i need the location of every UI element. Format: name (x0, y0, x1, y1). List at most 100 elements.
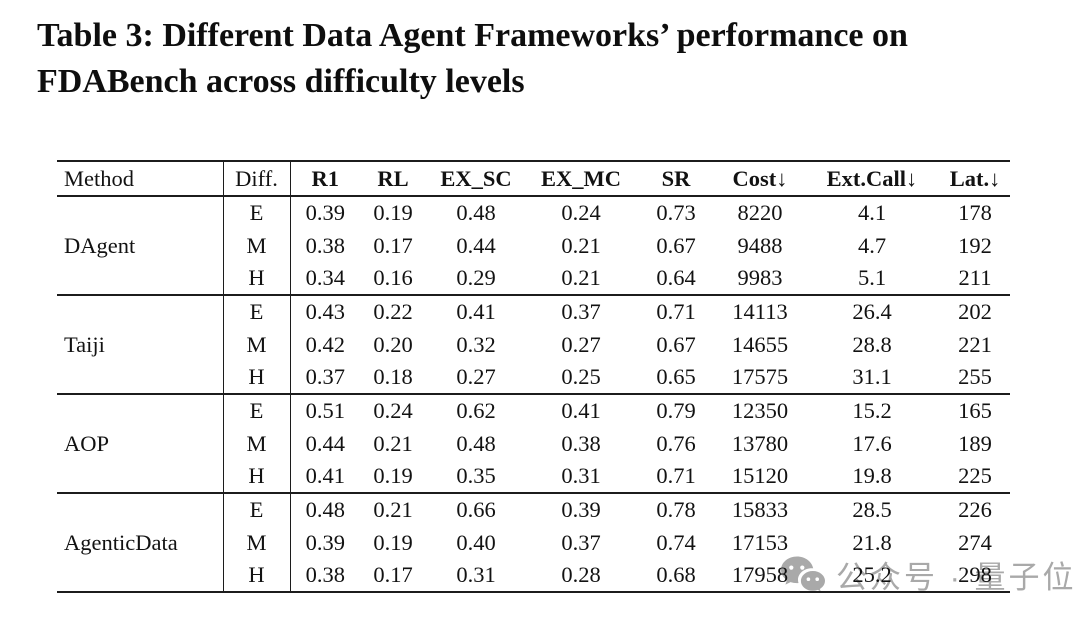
value-cell: 0.71 (656, 299, 696, 324)
value-cell: 8220 (737, 200, 783, 225)
value-cell: 0.39 (305, 200, 345, 225)
value-cell: 0.40 (456, 529, 496, 555)
value-cell: 0.19 (360, 460, 426, 494)
value-cell: 31.1 (804, 361, 940, 395)
table-caption-line1: Table 3: Different Data Agent Frameworks… (37, 17, 908, 54)
difficulty-cell: H (223, 559, 291, 593)
value-cell: 0.65 (636, 361, 716, 395)
value-cell: 0.31 (526, 460, 636, 494)
value-cell: 5.1 (804, 262, 940, 296)
value-cell: 0.35 (426, 460, 526, 494)
value-cell: 221 (958, 331, 992, 357)
header-row: Method Diff. R1 RL EX_SC EX_MC SR Cost↓ … (57, 160, 1010, 197)
difficulty-cell: M (223, 229, 291, 262)
value-cell: 0.41 (561, 398, 601, 423)
value-cell: 0.21 (373, 497, 413, 522)
table-row: H 0.38 0.17 0.31 0.28 0.68 17958 25.2 298 (57, 559, 1010, 593)
table-caption-line2: FDABench across difficulty levels (37, 63, 525, 100)
method-group: AgenticData E 0.48 0.21 0.66 0.39 0.78 15833 28.… (57, 493, 1010, 593)
value-cell: 0.67 (656, 232, 696, 258)
value-cell: 0.21 (561, 232, 601, 258)
value-cell: 0.48 (305, 497, 345, 522)
table-row: M 0.42 0.20 0.32 0.27 0.67 14655 28.8 221 (57, 328, 1010, 361)
value-cell: 225 (940, 460, 1010, 494)
value-cell: 4.7 (857, 232, 887, 258)
value-cell: 0.22 (373, 299, 413, 324)
table-row: DAgent E 0.39 0.19 0.48 0.24 0.73 8220 4.1 178 (57, 196, 1010, 295)
header-method: Method (57, 160, 224, 197)
table-row: M 0.44 0.21 0.48 0.38 0.76 13780 17.6 189 (57, 427, 1010, 460)
value-cell: 0.18 (360, 361, 426, 395)
value-cell: 0.37 (561, 299, 601, 324)
value-cell: 0.20 (373, 331, 413, 357)
value-cell: 274 (958, 529, 992, 555)
value-cell: 9983 (716, 262, 804, 296)
difficulty-cell: M (223, 427, 291, 460)
value-cell: 0.21 (373, 430, 413, 456)
value-cell: 0.73 (656, 200, 696, 225)
value-cell: 0.32 (456, 331, 496, 357)
value-cell: 211 (940, 262, 1010, 296)
difficulty-cell: H (223, 262, 291, 296)
value-cell: 0.27 (426, 361, 526, 395)
value-cell: 0.71 (636, 460, 716, 494)
value-cell: 15120 (716, 460, 804, 494)
value-cell: 17958 (716, 559, 804, 593)
value-cell: 0.48 (456, 430, 496, 456)
value-cell: 14655 (731, 331, 789, 357)
header-cost: Cost↓ (716, 160, 804, 197)
value-cell: 0.48 (456, 200, 496, 225)
value-cell: 0.74 (656, 529, 696, 555)
difficulty-cell: H (223, 460, 291, 494)
difficulty-cell: E (223, 394, 291, 427)
method-name: DAgent (57, 196, 224, 295)
value-cell: 255 (940, 361, 1010, 395)
value-cell: 28.8 (852, 331, 892, 357)
value-cell: 0.17 (360, 559, 426, 593)
method-name: AOP (57, 394, 224, 493)
table-row: H 0.41 0.19 0.35 0.31 0.71 15120 19.8 225 (57, 460, 1010, 494)
value-cell: 0.68 (636, 559, 716, 593)
value-cell: 26.4 (852, 299, 892, 324)
value-cell: 0.39 (561, 497, 601, 522)
method-group: DAgent E 0.39 0.19 0.48 0.24 0.73 8220 4.1 178 M 0.… (57, 196, 1010, 296)
table-row: Taiji E 0.43 0.22 0.41 0.37 0.71 14113 26.4 202 (57, 295, 1010, 394)
header-ex-mc: EX_MC (526, 160, 636, 197)
value-cell: 0.44 (456, 232, 496, 258)
value-cell: 0.62 (456, 398, 496, 423)
value-cell: 0.76 (656, 430, 696, 456)
value-cell: 226 (958, 497, 992, 522)
value-cell: 0.38 (290, 559, 360, 593)
value-cell: 0.43 (305, 299, 345, 324)
table-row: AgenticData E 0.48 0.21 0.66 0.39 0.78 15833 28.… (57, 493, 1010, 592)
table-row: H 0.37 0.18 0.27 0.25 0.65 17575 31.1 255 (57, 361, 1010, 395)
value-cell: 0.41 (456, 299, 496, 324)
difficulty-cell: H (223, 361, 291, 395)
value-cell: 0.38 (561, 430, 601, 456)
value-cell: 0.78 (656, 497, 696, 522)
method-group: AOP E 0.51 0.24 0.62 0.41 0.79 12350 15.2 165 M 0.4… (57, 394, 1010, 494)
results-table: Method Diff. R1 RL EX_SC EX_MC SR Cost↓ … (57, 160, 1010, 593)
value-cell: 13780 (731, 430, 789, 456)
value-cell: 178 (958, 200, 992, 225)
difficulty-cell: E (223, 295, 291, 328)
difficulty-cell: M (223, 328, 291, 361)
value-cell: 17153 (731, 529, 789, 555)
value-cell: 202 (958, 299, 992, 324)
value-cell: 28.5 (852, 497, 892, 522)
value-cell: 0.31 (426, 559, 526, 593)
value-cell: 21.8 (852, 529, 892, 555)
value-cell: 189 (958, 430, 992, 456)
value-cell: 0.38 (305, 232, 345, 258)
value-cell: 17.6 (852, 430, 892, 456)
value-cell: 0.34 (290, 262, 360, 296)
value-cell: 0.44 (305, 430, 345, 456)
header-sr: SR (636, 160, 716, 197)
value-cell: 15.2 (852, 398, 892, 423)
difficulty-cell: M (223, 526, 291, 559)
header-ext-call: Ext.Call↓ (804, 160, 940, 197)
value-cell: 0.41 (290, 460, 360, 494)
value-cell: 0.25 (526, 361, 636, 395)
value-cell: 0.64 (636, 262, 716, 296)
value-cell: 0.29 (426, 262, 526, 296)
